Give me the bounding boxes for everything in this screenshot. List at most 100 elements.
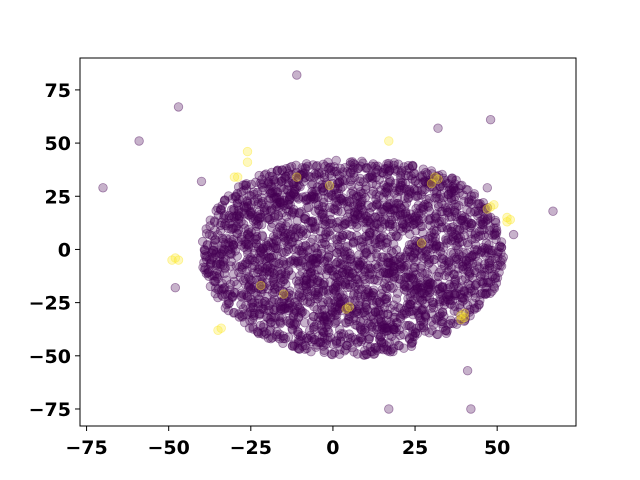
scatter-point [367,170,377,181]
scatter-point [263,261,273,271]
scatter-point [170,283,181,293]
scatter-point [326,313,336,323]
scatter-point [344,302,355,312]
scatter-point [240,239,251,250]
scatter-point [361,163,371,174]
scatter-point [273,210,284,221]
scatter-point [258,270,269,280]
scatter-point [395,257,405,268]
scatter-point [250,256,260,267]
scatter-point [432,315,442,325]
scatter-point [287,325,298,335]
scatter-point [449,183,459,193]
scatter-point [508,229,519,240]
scatter-point [297,341,308,352]
scatter-point [283,299,293,309]
scatter-point [400,273,410,283]
scatter-point [326,165,336,176]
scatter-point [228,234,238,245]
x-tick-label: 0 [326,437,339,459]
scatter-point [482,288,492,298]
scatter-point [307,337,317,347]
scatter-point [287,341,298,351]
scatter-point [355,322,366,332]
scatter-point [368,288,378,298]
scatter-point [233,225,244,235]
scatter-point [339,346,350,356]
scatter-point [407,161,418,172]
scatter-point [397,180,407,191]
scatter-point [408,252,419,263]
scatter-point [450,179,460,189]
scatter-point [293,194,304,204]
scatter-point [224,298,235,308]
scatter-point [405,292,416,302]
scatter-point [330,197,340,207]
scatter-point [343,310,353,321]
scatter-point [309,323,319,333]
scatter-point [441,178,451,188]
scatter-point [385,265,395,275]
scatter-point [424,215,435,226]
scatter-point [290,186,300,197]
scatter-point [480,203,491,214]
scatter-point [332,338,342,349]
scatter-point [361,232,371,242]
scatter-point [296,308,306,318]
scatter-point [265,326,275,336]
scatter-point [173,255,184,265]
scatter-point [416,190,427,200]
scatter-point [385,320,396,330]
scatter-point [430,193,440,203]
scatter-point [255,245,266,256]
scatter-point [287,188,297,198]
scatter-point [338,230,348,241]
scatter-point [484,230,494,241]
scatter-point [236,290,247,301]
scatter-point [327,191,337,201]
scatter-point [393,340,404,351]
scatter-point [258,243,268,253]
scatter-point [362,284,372,295]
scatter-point [342,254,352,264]
scatter-point [356,202,367,213]
scatter-point [382,200,392,211]
y-tick-label: 0 [58,239,71,261]
scatter-point [279,172,290,183]
scatter-point [239,317,250,328]
scatter-point [484,248,494,258]
scatter-point [357,189,367,199]
scatter-point [344,317,355,327]
points-layer [98,70,558,414]
scatter-point [383,161,393,171]
scatter-point [232,188,243,199]
scatter-point [338,196,349,206]
scatter-point [319,347,329,358]
scatter-point [370,212,380,222]
scatter-point [407,329,418,340]
scatter-point [431,212,441,223]
scatter-point [446,188,456,198]
scatter-point [420,299,430,309]
scatter-point [361,248,371,258]
scatter-point [218,283,228,294]
scatter-point [366,161,377,171]
scatter-point [280,303,290,313]
scatter-point [98,183,108,193]
scatter-point [242,197,252,207]
scatter-point [220,254,231,264]
scatter-point [324,180,335,191]
scatter-point [294,208,305,219]
scatter-point [433,123,443,133]
scatter-point [426,178,437,189]
scatter-point [409,253,419,264]
scatter-point [408,331,418,342]
scatter-point [226,204,237,215]
scatter-point [242,146,253,157]
scatter-point [467,195,477,205]
scatter-point [223,245,234,255]
scatter-point [284,194,295,205]
scatter-point [284,168,294,179]
scatter-point [230,246,241,256]
